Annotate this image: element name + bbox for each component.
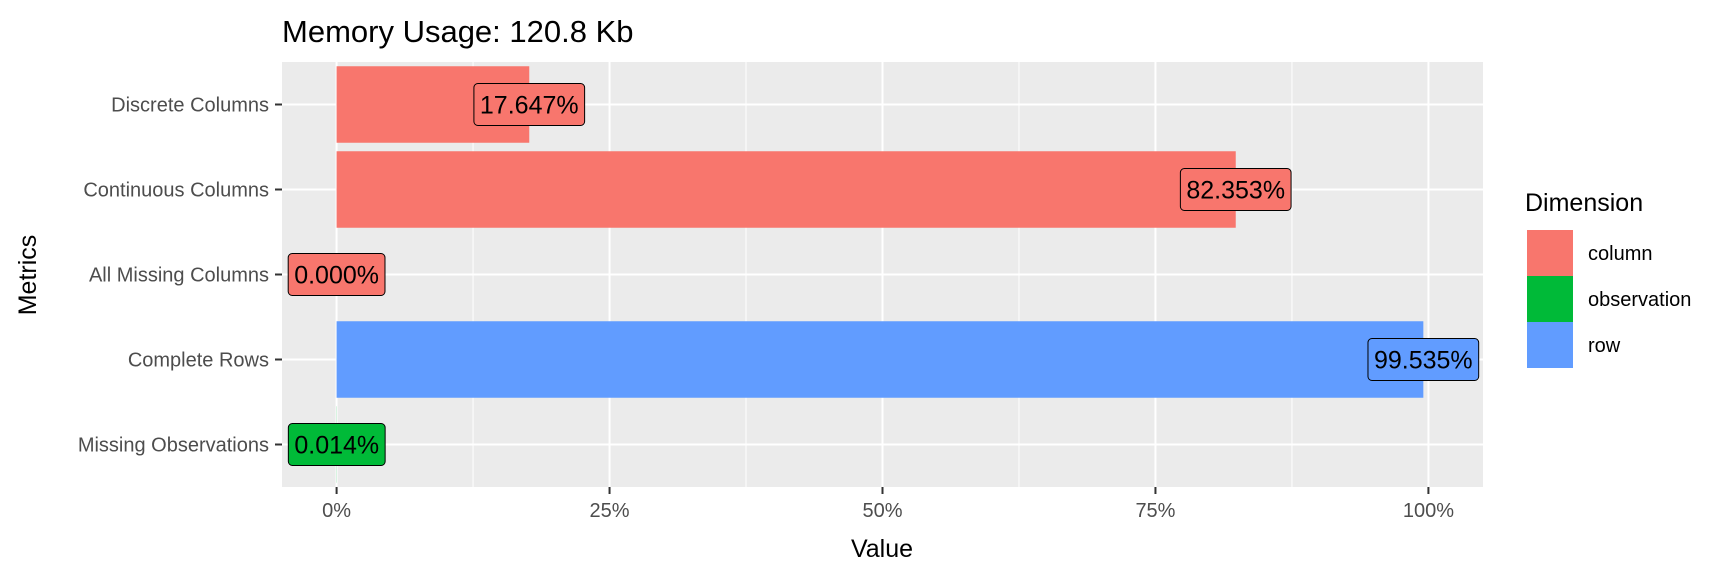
legend-label-observation: observation (1588, 289, 1691, 311)
x-tick-label: 50% (862, 500, 902, 522)
x-axis-title: Value (851, 535, 913, 563)
data-label-text: 0.014% (294, 432, 379, 460)
y-tick-label: Discrete Columns (111, 95, 269, 117)
data-label-box (287, 423, 386, 466)
data-label-box (473, 83, 586, 126)
data-label: 0.014% (287, 423, 386, 466)
y-tick-label: Continuous Columns (83, 180, 269, 202)
data-label-box (1179, 168, 1292, 211)
y-tick-label: Complete Rows (128, 350, 269, 372)
data-label-box (1367, 338, 1480, 381)
bar (336, 151, 1236, 228)
bars (336, 66, 1424, 483)
x-tick-label: 0% (322, 500, 351, 522)
data-label: 82.353% (1179, 168, 1292, 211)
y-tick-label: Missing Observations (78, 435, 269, 457)
data-labels: 17.647% 82.353% 0.000% 99.535% 0.014% (287, 83, 1480, 466)
data-label-text: 99.535% (1374, 347, 1473, 375)
x-tick-label: 75% (1135, 500, 1175, 522)
data-label: 99.535% (1367, 338, 1480, 381)
x-axis: 0% 25% 50% 75% 100% (322, 487, 1454, 522)
legend-key-row (1527, 322, 1573, 368)
legend-key-column (1527, 230, 1573, 276)
data-label-box (287, 253, 386, 296)
legend-label-column: column (1588, 243, 1652, 265)
data-label-text: 17.647% (480, 92, 579, 120)
x-tick-label: 25% (590, 500, 630, 522)
x-tick-label: 100% (1403, 500, 1454, 522)
y-tick-label: All Missing Columns (89, 265, 269, 287)
data-label: 0.000% (287, 253, 386, 296)
legend-label-row: row (1588, 335, 1621, 357)
legend-title: Dimension (1525, 189, 1643, 217)
legend-key-observation (1527, 276, 1573, 322)
data-label: 17.647% (473, 83, 586, 126)
data-label-text: 82.353% (1186, 177, 1285, 205)
chart-title: Memory Usage: 120.8 Kb (282, 14, 634, 49)
legend: Dimension column observation row (1525, 189, 1691, 368)
y-axis: Discrete Columns Continuous Columns All Mi… (78, 95, 282, 457)
y-axis-title: Metrics (14, 235, 42, 316)
data-label-text: 0.000% (294, 262, 379, 290)
bar (336, 321, 1424, 398)
